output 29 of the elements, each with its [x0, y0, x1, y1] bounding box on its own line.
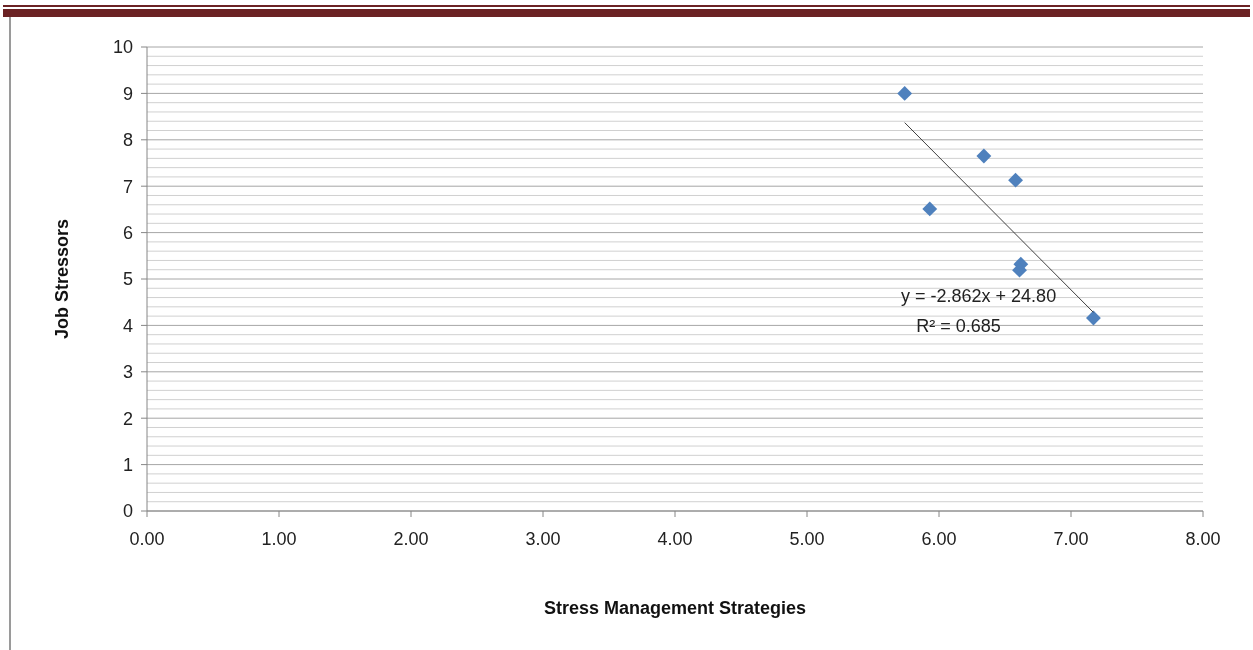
- x-tick-label: 0.00: [129, 529, 165, 549]
- point: [1086, 310, 1101, 326]
- y-tick-label: 6: [122, 222, 133, 243]
- point: [1008, 172, 1023, 188]
- point: [897, 85, 913, 101]
- y-tick-label: 5: [122, 269, 133, 290]
- x-axis-title: Stress Management Strategies: [543, 598, 807, 618]
- y-tick-label: 3: [122, 362, 133, 383]
- y-tick-label: 10: [112, 37, 133, 58]
- y-tick-label: 7: [122, 176, 133, 197]
- x-tick-label: 4.00: [657, 529, 693, 549]
- y-tick-label: 0: [122, 501, 133, 522]
- x-tick-label: 1.00: [261, 529, 297, 549]
- point: [922, 201, 938, 217]
- y-tick-label: 9: [122, 83, 133, 104]
- annotation: R² = 0.685: [916, 316, 1001, 337]
- y-tick-label: 8: [122, 130, 133, 151]
- x-tick-label: 5.00: [789, 529, 825, 549]
- x-tick-label: 6.00: [921, 529, 957, 549]
- y-tick-label: 4: [122, 315, 133, 336]
- x-tick-label: 2.00: [393, 529, 429, 549]
- x-tick-label: 7.00: [1053, 529, 1089, 549]
- x-tick-label: 8.00: [1185, 529, 1221, 549]
- annotation: y = -2.862x + 24.80: [901, 286, 1057, 307]
- y-axis-title: Job Stressors: [52, 218, 72, 340]
- point: [976, 148, 992, 164]
- y-tick-label: 2: [122, 408, 133, 429]
- x-tick-label: 3.00: [525, 529, 561, 549]
- y-tick-label: 1: [122, 454, 133, 475]
